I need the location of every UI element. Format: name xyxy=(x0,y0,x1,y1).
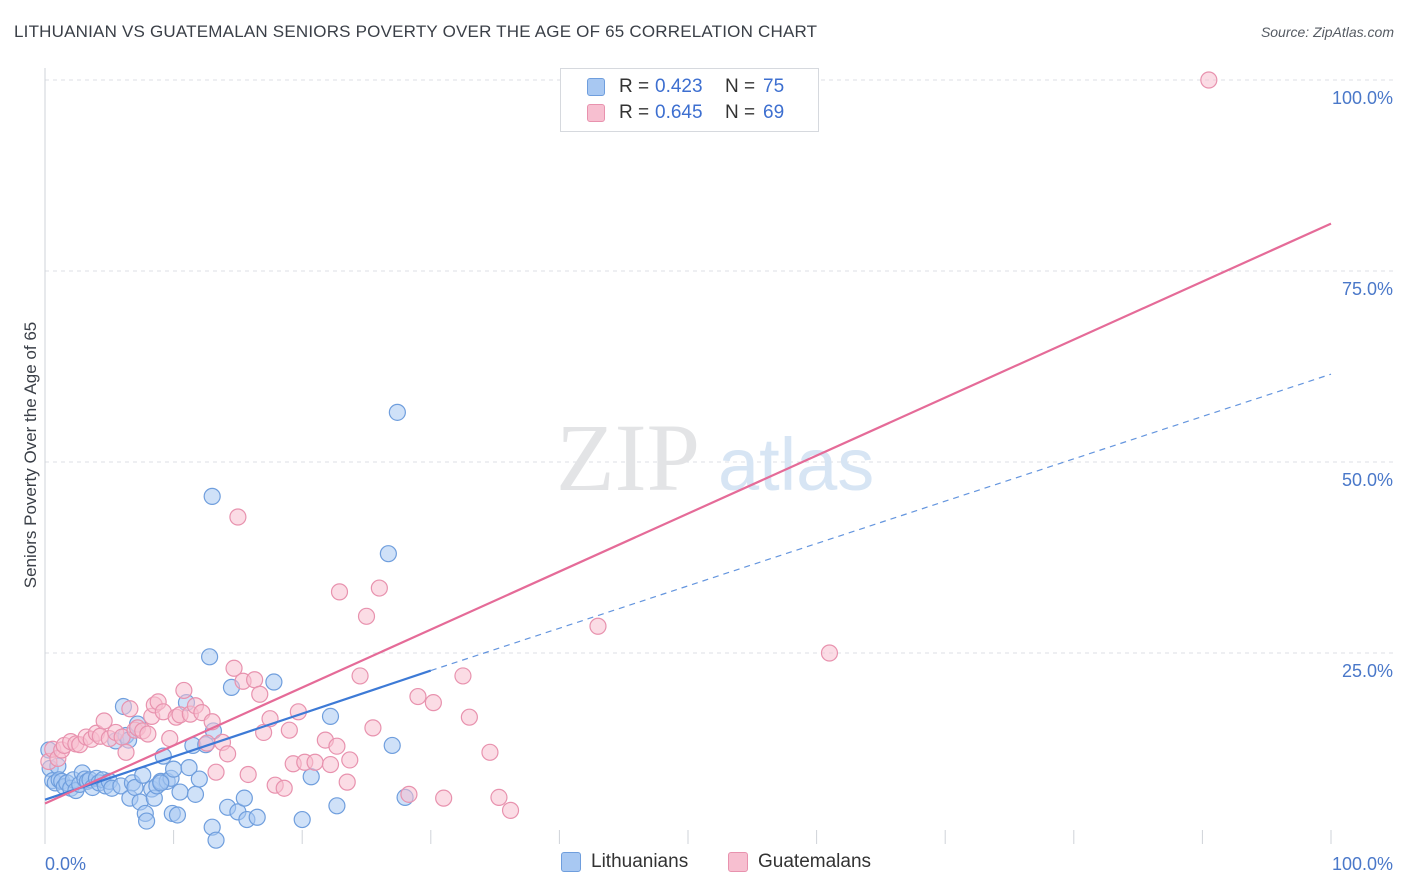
data-point xyxy=(589,617,607,635)
legend-n-label: N = xyxy=(725,76,756,97)
data-point xyxy=(481,743,499,761)
data-point xyxy=(302,768,320,786)
data-point xyxy=(328,737,346,755)
y-tick-label: 50.0% xyxy=(1342,470,1393,490)
data-point xyxy=(168,806,187,824)
data-point xyxy=(388,403,406,421)
data-point xyxy=(248,808,266,826)
data-point xyxy=(201,648,219,666)
data-point xyxy=(207,831,225,849)
data-point xyxy=(121,700,139,718)
source-label: Source: ZipAtlas.com xyxy=(1260,24,1394,40)
data-point xyxy=(321,707,340,726)
trend-line-guatemalans xyxy=(44,222,1332,805)
data-point xyxy=(137,812,156,830)
data-point xyxy=(246,671,264,689)
data-point xyxy=(186,785,205,803)
data-point xyxy=(820,644,839,662)
data-point xyxy=(370,579,388,597)
data-point xyxy=(171,783,189,801)
bottom-label-guatemalans: Guatemalans xyxy=(758,851,872,872)
bottom-label-lithuanians: Lithuanians xyxy=(591,851,689,872)
data-point xyxy=(383,736,401,755)
scatter-points xyxy=(40,71,1218,849)
data-point xyxy=(190,770,208,788)
data-point xyxy=(229,508,247,526)
x-tick-label: 100.0% xyxy=(1332,854,1393,874)
data-point xyxy=(139,725,157,743)
data-point xyxy=(225,659,243,677)
data-point xyxy=(501,801,520,819)
legend-swatch-guatemalans xyxy=(587,104,605,122)
data-point xyxy=(338,773,356,791)
data-point xyxy=(1200,71,1218,89)
data-point xyxy=(275,779,293,797)
trend-line-lithuanians xyxy=(44,669,432,801)
legend-r-value: 0.423 xyxy=(655,76,703,97)
legend-n-value: 69 xyxy=(763,102,785,123)
y-axis-title: Seniors Poverty Over the Age of 65 xyxy=(21,322,40,588)
data-point xyxy=(351,667,369,685)
legend-n-label: N = xyxy=(725,102,756,123)
watermark-zip: ZIP xyxy=(556,404,700,511)
trend-lines xyxy=(44,222,1332,805)
data-point xyxy=(321,755,340,774)
data-point xyxy=(328,797,346,815)
series-lithuanians xyxy=(40,403,414,849)
data-point xyxy=(152,774,170,792)
data-point xyxy=(265,673,283,691)
data-point xyxy=(219,745,237,763)
bottom-swatch-guatemalans xyxy=(728,852,748,872)
bottom-swatch-lithuanians xyxy=(561,852,581,872)
bottom-legend-guatemalans: Guatemalans xyxy=(728,851,871,873)
legend-n-value: 75 xyxy=(763,76,785,97)
data-point xyxy=(251,685,269,703)
data-point xyxy=(180,758,198,777)
data-point xyxy=(341,751,359,769)
data-point xyxy=(460,708,478,726)
y-tick-label: 100.0% xyxy=(1332,88,1393,108)
data-point xyxy=(400,785,418,803)
data-point xyxy=(357,607,376,625)
stats-legend: R = 0.423 N = 75 R = 0.645 N = 69 xyxy=(560,68,819,132)
data-point xyxy=(330,583,349,601)
data-point xyxy=(175,681,193,700)
data-point xyxy=(409,687,427,706)
trend-extension-lithuanians xyxy=(430,373,1332,672)
data-point xyxy=(239,765,257,784)
data-point xyxy=(454,667,472,685)
y-tick-label: 75.0% xyxy=(1342,279,1393,299)
y-tick-label: 25.0% xyxy=(1342,661,1393,681)
legend-r-label: R = xyxy=(619,76,650,97)
chart-title: LITHUANIAN VS GUATEMALAN SENIORS POVERTY… xyxy=(14,22,818,41)
data-point xyxy=(280,721,298,739)
data-point xyxy=(117,743,135,761)
bottom-legend-lithuanians: Lithuanians xyxy=(561,851,688,873)
data-point xyxy=(306,753,324,771)
legend-row-guatemalans: R = 0.645 N = 69 xyxy=(587,100,784,126)
data-point xyxy=(490,788,508,806)
data-point xyxy=(207,763,225,781)
data-point xyxy=(379,545,397,563)
data-point xyxy=(424,694,442,712)
axis-tick-labels: 100.0% 75.0% 50.0% 25.0% 0.0% 100.0% xyxy=(45,88,1393,874)
legend-swatch-lithuanians xyxy=(587,78,605,96)
legend-row-lithuanians: R = 0.423 N = 75 xyxy=(587,74,784,100)
data-point xyxy=(364,719,382,737)
legend-r-label: R = xyxy=(619,102,650,123)
data-point xyxy=(95,712,113,730)
data-point xyxy=(203,487,221,505)
legend-r-value: 0.645 xyxy=(655,102,703,123)
data-point xyxy=(435,789,453,807)
data-point xyxy=(235,789,253,807)
series-guatemalans xyxy=(40,71,1218,819)
x-tick-label: 0.0% xyxy=(45,854,86,874)
data-point xyxy=(165,760,183,778)
data-point xyxy=(293,810,311,829)
